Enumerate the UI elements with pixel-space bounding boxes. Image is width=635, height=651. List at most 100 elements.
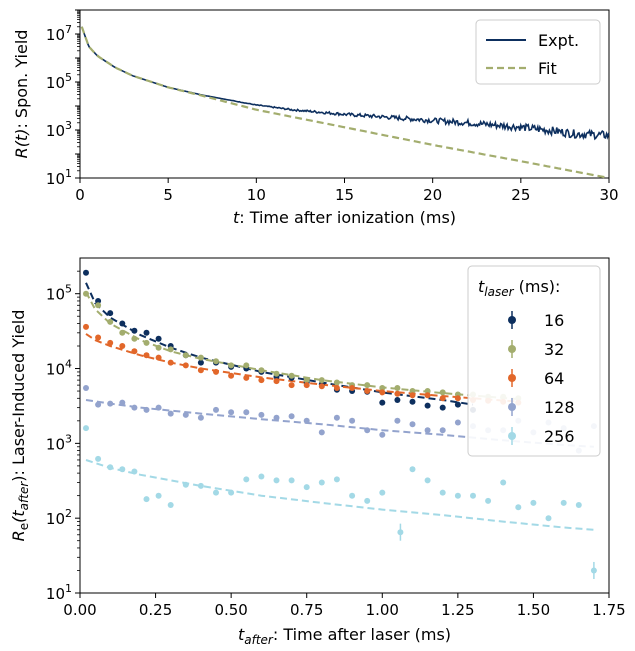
legend-label-64: 64 <box>544 369 564 388</box>
data-point-32 <box>394 385 401 391</box>
fit-line-64 <box>85 333 519 403</box>
data-point-128 <box>379 431 386 438</box>
data-point-128 <box>409 421 416 428</box>
data-point-256 <box>318 479 325 486</box>
y-axis-sub2: after <box>17 481 31 511</box>
data-point-128 <box>182 411 189 418</box>
data-point-64 <box>303 382 310 389</box>
data-point-64 <box>454 395 461 402</box>
data-point-64 <box>197 367 204 374</box>
y-axis-sub1: e <box>17 523 31 530</box>
fit-line-256 <box>85 459 594 531</box>
data-point-128 <box>333 414 340 421</box>
bottom-chart: 0.00 0.25 0.50 0.75 1.00 1.25 1.50 1.7510110210… <box>9 257 626 647</box>
legend-label-32: 32 <box>544 340 564 359</box>
y-tick-base: 10 <box>46 26 65 44</box>
legend-box <box>467 265 601 457</box>
data-point-64 <box>318 383 325 390</box>
y-axis-text: : Spon. Yield <box>12 30 31 129</box>
y-axis-mid: (t <box>9 510 28 523</box>
data-point-16 <box>95 298 102 304</box>
y-axis-symbol: R(t) <box>12 129 31 159</box>
data-point-64 <box>243 374 250 381</box>
y-tick-exponent: 4 <box>65 358 72 371</box>
x-tick-label: 0 <box>75 186 85 204</box>
data-point-128 <box>119 399 126 406</box>
y-axis-label: Re(tafter): Laser-Induced Yield <box>9 310 31 542</box>
data-point-64 <box>131 348 138 355</box>
data-point-64 <box>107 339 114 346</box>
y-tick-label: 105 <box>46 71 72 92</box>
y-tick-exponent: 5 <box>65 283 72 296</box>
y-axis-symbol: R <box>9 530 28 541</box>
data-point-256 <box>454 492 461 499</box>
y-tick-base: 10 <box>46 435 65 453</box>
x-tick-label: 0.50 <box>214 601 247 619</box>
data-point-256 <box>273 477 280 484</box>
data-point-256 <box>131 468 138 475</box>
data-point-128 <box>394 417 401 424</box>
data-point-256 <box>95 455 102 462</box>
data-point-256 <box>107 464 114 471</box>
legend-label: Fit <box>538 59 557 78</box>
data-point-128 <box>107 400 114 407</box>
x-tick-label: 0.25 <box>139 601 172 619</box>
data-point-128 <box>83 385 89 391</box>
data-point-32 <box>243 362 250 369</box>
y-tick-base: 10 <box>46 286 65 304</box>
data-point-16 <box>119 320 126 327</box>
data-point-64 <box>439 395 446 402</box>
data-point-16 <box>409 398 416 405</box>
data-point-32 <box>364 382 371 389</box>
data-point-32 <box>439 389 446 396</box>
data-point-128 <box>228 409 235 416</box>
data-point-32 <box>167 346 174 353</box>
y-tick-exponent: 5 <box>65 71 72 84</box>
data-point-64 <box>167 359 174 366</box>
data-point-16 <box>143 329 150 336</box>
fit-line-128 <box>85 399 594 448</box>
legend-title-text: (ms): <box>514 277 561 296</box>
y-tick-label: 102 <box>46 507 72 528</box>
legend-marker-32 <box>508 345 516 353</box>
data-point-32 <box>107 318 114 325</box>
data-point-16 <box>131 327 138 334</box>
data-point-256 <box>83 425 89 432</box>
data-point-32 <box>288 372 295 379</box>
data-point-32 <box>379 385 386 391</box>
legend-label-256: 256 <box>544 427 575 446</box>
legend-label-16: 16 <box>544 311 564 330</box>
data-point-64 <box>288 382 295 389</box>
data-point-64 <box>258 377 265 384</box>
data-point-128 <box>143 406 150 413</box>
data-point-256 <box>424 477 431 484</box>
x-tick-label: 0.00 <box>63 601 96 619</box>
x-tick-label: 1.75 <box>592 601 625 619</box>
x-tick-label: 1.50 <box>517 601 550 619</box>
data-point-256 <box>167 502 174 508</box>
legend: tlaser (ms): 16 32 64 128 256 <box>467 265 601 457</box>
data-point-256 <box>182 481 189 488</box>
data-point-128 <box>439 427 446 434</box>
x-tick-label: 15 <box>335 186 354 204</box>
y-tick-label: 103 <box>46 119 72 140</box>
data-point-128 <box>213 406 219 413</box>
y-axis-text: ): Laser-Induced Yield <box>9 310 28 482</box>
data-point-32 <box>228 362 235 369</box>
data-point-64 <box>349 385 356 391</box>
legend-marker-128 <box>508 403 516 411</box>
x-tick-label: 30 <box>599 186 618 204</box>
data-point-16 <box>107 310 114 317</box>
y-tick-label: 107 <box>46 23 72 44</box>
data-point-128 <box>364 427 371 434</box>
data-point-32 <box>182 352 189 359</box>
fit-series-line <box>80 26 608 179</box>
x-tick-label: 1.25 <box>441 601 474 619</box>
data-point-64 <box>394 390 401 397</box>
data-point-16 <box>197 359 204 366</box>
data-point-256 <box>560 499 567 506</box>
x-tick-label: 25 <box>511 186 530 204</box>
data-point-32 <box>258 367 265 374</box>
data-point-128 <box>243 409 250 416</box>
